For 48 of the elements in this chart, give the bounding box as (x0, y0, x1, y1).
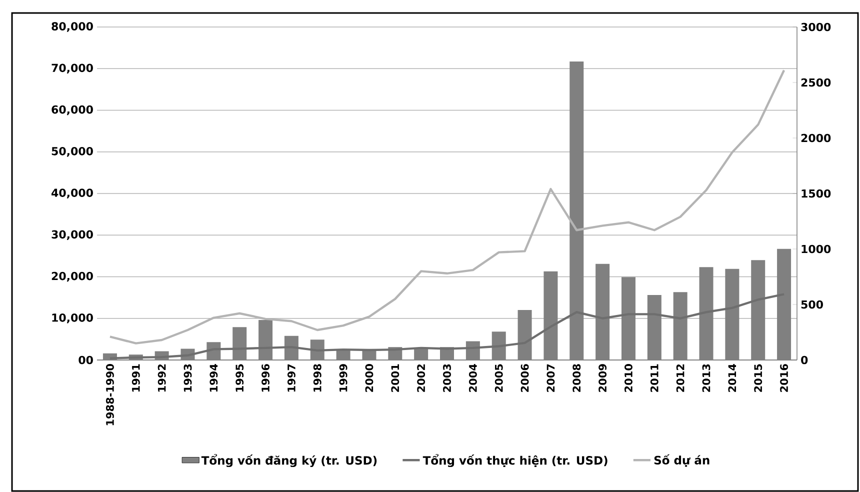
x-tick-label: 2002 (417, 364, 426, 392)
x-tick-label: 2008 (572, 364, 581, 392)
y2-tick-label: 3000 (801, 22, 831, 32)
x-tick-label: 2013 (702, 364, 710, 392)
x-tick-label: 2009 (598, 364, 607, 392)
y-tick-label: 60,000 (52, 105, 93, 116)
x-tick-label: 2011 (650, 364, 658, 392)
x-tick-label: 2007 (546, 364, 555, 392)
x-tick-label: 1998 (313, 364, 322, 392)
line-series (108, 293, 786, 360)
x-tick-label: 2003 (443, 364, 451, 392)
y2-tick-label: 2000 (801, 134, 831, 142)
legend-label: Số dự án (654, 454, 710, 467)
x-tick-label: 2001 (391, 364, 400, 392)
x-tick-label: 1995 (236, 364, 244, 392)
x-tick-label: 1992 (158, 364, 166, 392)
y2-tick-label: 2500 (801, 78, 831, 87)
y-tick-label: 00 (78, 356, 93, 364)
x-tick-label: 1988-1990 (106, 364, 114, 426)
x-tick-label: 1994 (210, 364, 218, 392)
x-tick-label: 1991 (132, 364, 140, 392)
x-tick-label: 2000 (365, 364, 374, 392)
y-tick-label: 80,000 (52, 22, 93, 32)
y-tick-label: 30,000 (52, 230, 93, 240)
line-series (108, 69, 786, 344)
y2-tick-label: 0 (801, 356, 808, 364)
y-tick-label: 50,000 (52, 147, 93, 157)
x-tick-label: 2005 (494, 364, 503, 392)
x-tick-label: 1993 (184, 364, 192, 392)
x-tick-label: 2006 (520, 364, 529, 392)
legend-label: Tổng vốn đăng ký (tr. USD) (201, 454, 377, 468)
x-tick-label: 2014 (728, 364, 736, 392)
y2-tick-label: 1000 (802, 244, 831, 254)
y-tick-label: 10,000 (52, 314, 93, 324)
y-tick-label: 70,000 (52, 64, 93, 74)
x-tick-label: 1997 (287, 364, 296, 392)
y-tick-label: 20,000 (52, 272, 93, 282)
y-tick-label: 40,000 (52, 188, 93, 198)
x-tick-label: 2012 (676, 364, 684, 392)
y2-tick-label: 1500 (802, 189, 831, 198)
x-tick-label: 2004 (468, 364, 477, 392)
x-tick-label: 1996 (262, 364, 270, 392)
x-tick-label: 2016 (780, 364, 788, 392)
x-tick-label: 2015 (754, 364, 762, 392)
y2-tick-label: 500 (801, 300, 823, 309)
x-tick-label: 2010 (624, 364, 632, 392)
legend-label: Tổng vốn thực hiện (tr. USD) (422, 454, 608, 468)
x-tick-label: 1999 (339, 364, 348, 392)
